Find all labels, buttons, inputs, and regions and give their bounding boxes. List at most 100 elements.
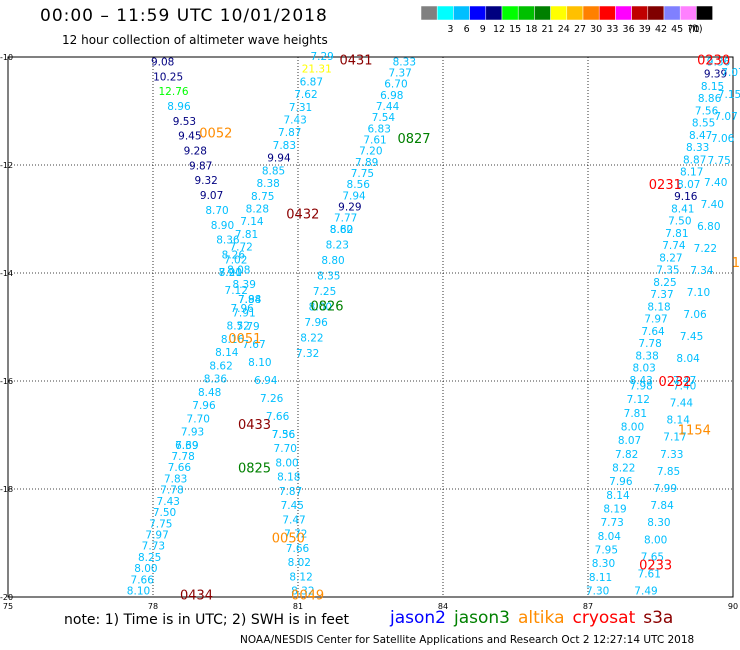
wave-height-point: 7.20 xyxy=(359,146,382,158)
wave-height-point: 7.67 xyxy=(242,339,265,351)
wave-height-point: 8.25 xyxy=(653,277,676,289)
wave-height-point: 7.45 xyxy=(680,331,703,343)
wave-height-point: 8.75 xyxy=(251,191,274,203)
wave-height-point: 7.95 xyxy=(595,545,618,557)
wave-height-point: 8.47 xyxy=(689,130,712,142)
legend-tick-label: 3 xyxy=(447,24,453,35)
color-legend: 3 6 9 12 15 18 21 24 27 30 33 36 39 42 45 70(ft) xyxy=(421,6,713,35)
wave-height-point: 7.43 xyxy=(283,115,306,127)
wave-height-point: 7.91 xyxy=(232,307,255,319)
wave-height-point: 8.10 xyxy=(127,586,150,598)
wave-height-point: 7.83 xyxy=(164,473,187,485)
wave-height-point: 8.04 xyxy=(598,531,622,543)
x-tick-label: 87 xyxy=(583,602,593,610)
wave-height-point: 7.64 xyxy=(641,326,665,338)
wave-height-point: 8.00 xyxy=(644,534,667,546)
wave-height-point: 9.87 xyxy=(189,160,212,172)
pass-time-label: 0233 xyxy=(639,559,672,574)
wave-height-point: 7.62 xyxy=(294,89,317,101)
x-tick-label: 90 xyxy=(728,602,738,610)
page-title: 00:00 – 11:59 UTC 10/01/2018 xyxy=(40,6,328,26)
legend-tick-label: 12 xyxy=(493,24,505,35)
wave-height-point: 7.06 xyxy=(683,309,707,321)
pass-time-label: 0052 xyxy=(199,127,232,142)
wave-height-point: 7.61 xyxy=(638,569,661,581)
satellite-legend-entry: jason2 xyxy=(390,608,446,628)
wave-height-point: 8.00 xyxy=(275,457,298,469)
wave-height-point: 6.69 xyxy=(175,440,198,452)
wave-height-point: 7.12 xyxy=(225,285,248,297)
y-tick-label: -10 xyxy=(0,53,13,62)
wave-height-point: 7.40 xyxy=(704,177,727,189)
wave-height-point: 7.72 xyxy=(229,242,252,254)
wave-height-point: 7.35 xyxy=(656,265,679,277)
legend-tick-label: 18 xyxy=(525,24,537,35)
pass-time-label: 0433 xyxy=(238,418,271,433)
wave-height-point: 7.07 xyxy=(714,111,737,123)
wave-height-point: 7.73 xyxy=(600,517,623,529)
wave-height-point: 7.66 xyxy=(131,574,155,586)
wave-height-point: 7.83 xyxy=(273,140,296,152)
track-altika: 7.36 7.70 8.00 8.18 7.87 7.45 7.47 7.72 7.66 8.02… xyxy=(272,429,315,598)
wave-height-point: 8.08 xyxy=(227,264,250,276)
wave-height-point: 7.54 xyxy=(372,112,396,124)
wave-height-point: 8.10 xyxy=(248,357,271,369)
pass-time-label: 0051 xyxy=(228,332,261,347)
note-text: note: 1) Time is in UTC; 2) SWH is in fe… xyxy=(64,612,350,628)
wave-height-point: 8.87 xyxy=(683,154,706,166)
wave-height-point: 8.36 xyxy=(204,374,228,386)
track-jason2: 9.08 10.25 12.76 8.96 9.53 9.45 9.28 9.87 9.32 9.… xyxy=(151,56,262,306)
legend-tick-label: 27 xyxy=(574,24,586,35)
wave-height-point: 8.32 xyxy=(291,586,314,598)
wave-height-point: 8.02 xyxy=(288,557,311,569)
wave-height-point: 8.17 xyxy=(680,167,703,179)
wave-height-point: 8.80 xyxy=(321,255,344,267)
wave-height-point: 7.87 xyxy=(279,486,302,498)
wave-height-point: 8.18 xyxy=(647,301,670,313)
wave-height-point: 9.53 xyxy=(173,116,196,128)
wave-height-point: 9.08 xyxy=(151,56,174,68)
wave-height-point: 12.76 xyxy=(159,86,189,98)
wave-height-point: 8.33 xyxy=(393,56,416,68)
wave-height-point: 8.00 xyxy=(621,421,644,433)
wave-height-point: 7.39 xyxy=(175,440,198,452)
satellite-legend-entry: jason3 xyxy=(454,608,510,628)
wave-height-point: 7.34 xyxy=(690,265,714,277)
page-subtitle: 12 hour collection of altimeter wave hei… xyxy=(62,33,328,47)
wave-height-point: 7.81 xyxy=(235,229,258,241)
pass-time-label: 0231 xyxy=(649,178,682,193)
satellite-legend: jason2 jason3 altika cryosat s3a xyxy=(390,608,681,628)
wave-height-point: 9.45 xyxy=(178,131,201,143)
wave-height-point: 8.03 xyxy=(632,363,655,375)
wave-height-point: 7.73 xyxy=(142,541,165,553)
wave-height-point: 8.38 xyxy=(256,178,279,190)
pass-time-label: 0825 xyxy=(238,461,271,476)
wave-height-point: 8.14 xyxy=(606,490,630,502)
wave-height-point: 7.66 xyxy=(266,411,290,423)
legend-tick-label: 30 xyxy=(590,24,602,35)
wave-height-point: 7.56 xyxy=(272,429,296,441)
legend-tick-label: 33 xyxy=(606,24,618,35)
wave-height-point: 8.36 xyxy=(216,235,240,247)
wave-height-point: 7.50 xyxy=(668,216,691,228)
wave-height-point: 7.25 xyxy=(313,286,336,298)
track-cryosat: 9.369.398.158.867.568.558.478.338.878.17… xyxy=(629,56,730,387)
satellite-legend-entry: s3a xyxy=(643,608,674,628)
wave-height-point: 8.39 xyxy=(233,279,256,291)
wave-height-point: 8.12 xyxy=(289,571,312,583)
wave-height-point: 8.56 xyxy=(347,179,371,191)
wave-height-point: 9.39 xyxy=(704,69,727,81)
wave-height-point: 7.70 xyxy=(187,413,210,425)
wave-height-point: 8.19 xyxy=(603,504,626,516)
pass-time-label: 0230 xyxy=(697,54,730,69)
wave-height-point: 8.48 xyxy=(198,387,221,399)
track-altika: 7.2921.316.877.627.317.437.877.839.948.8… xyxy=(219,51,334,279)
wave-height-point: 8.00 xyxy=(309,301,332,313)
legend-tick-label: 9 xyxy=(480,24,486,35)
pass-time-label: 0232 xyxy=(658,375,691,390)
x-tick-label: 81 xyxy=(293,602,303,610)
wave-height-point: 9.32 xyxy=(194,175,217,187)
wave-height-point: 8.55 xyxy=(692,118,715,130)
wave-height-point: 7.99 xyxy=(654,483,677,495)
wave-height-point: 7.97 xyxy=(145,530,168,542)
